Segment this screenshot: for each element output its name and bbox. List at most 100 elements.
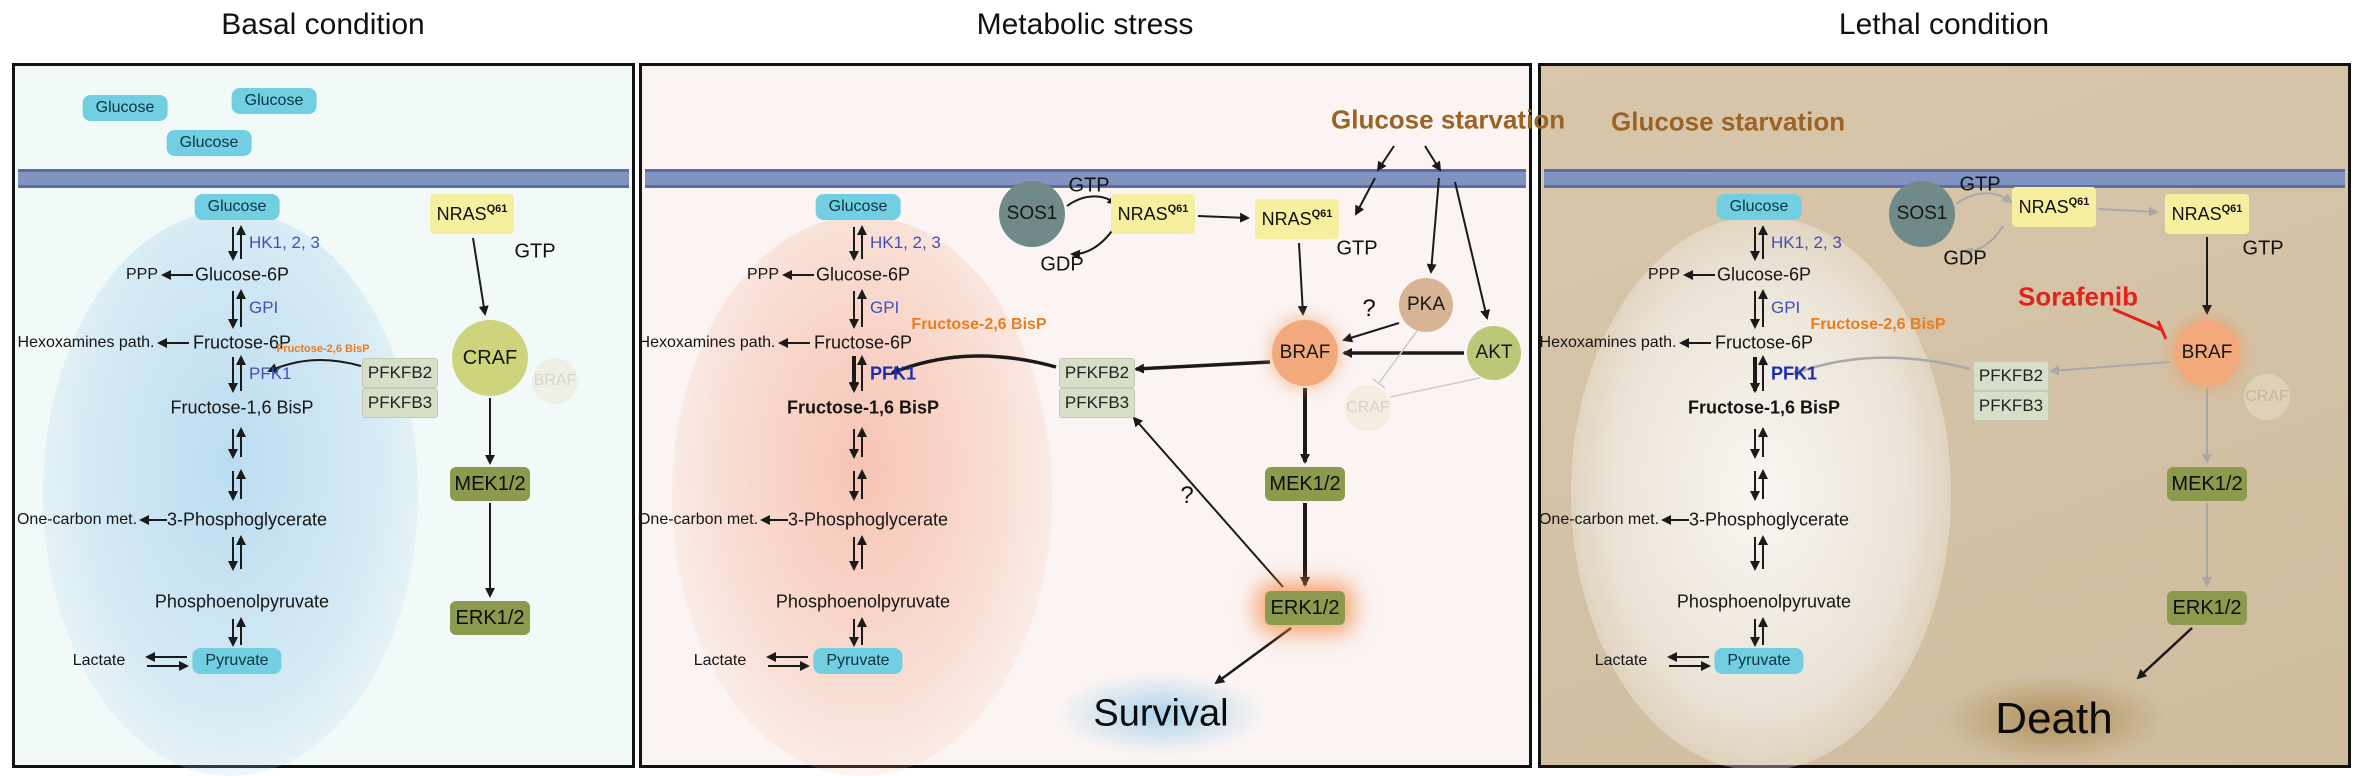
lactate-label: Lactate: [72, 652, 126, 669]
pka-circle: PKA: [1399, 278, 1453, 332]
gdp-label: GDP: [1943, 247, 1987, 270]
nras-mutation-label: Q61: [486, 203, 508, 215]
nras-q61-box: NRAS Q61: [430, 194, 514, 234]
nras-label: NRAS: [436, 203, 487, 224]
nras-mutation-label: Q61: [2221, 203, 2243, 215]
inactive-signaling-arrows: [1791, 192, 2212, 587]
glycolysis-arrows: [760, 225, 867, 671]
sorafenib-label: Sorafenib: [2018, 281, 2138, 312]
glucose-pill: Glucose: [166, 130, 252, 156]
glucose-starvation-label: Glucose starvation: [1331, 104, 1566, 135]
question-mark-pka-braf: ?: [1362, 295, 1376, 322]
cell-membrane: [1544, 169, 2345, 188]
glucose-starvation-label: Glucose starvation: [1611, 106, 1846, 137]
signaling-arrows: [849, 145, 1491, 685]
hexokinase-label: HK1, 2, 3: [249, 233, 320, 252]
glycolysis-pathway: Glucose HK1, 2, 3 Glucose-6P PPP GPI Fru…: [638, 181, 1038, 701]
fructose-26bisp-label: Fructose-2,6 BisP: [911, 316, 1047, 333]
pyruvate-pill: Pyruvate: [813, 648, 903, 674]
panel-title-metabolic: Metabolic stress: [976, 8, 1194, 41]
glucose-pill: Glucose: [82, 95, 168, 121]
nras-q61-box: NRAS Q61: [1111, 194, 1195, 234]
braf-ghost-circle: BRAF: [532, 358, 578, 404]
pfkfb2-box: PFKFB2: [1973, 361, 2049, 391]
braf-circle: BRAF: [2174, 320, 2240, 386]
sorafenib-inhibition-arrow: [2112, 307, 2168, 340]
nras-mutation-label: Q61: [1167, 203, 1189, 215]
panel-basal-condition: Glucose Glucose Glucose: [12, 63, 635, 776]
nras-q61-box: NRAS Q61: [2012, 187, 2096, 227]
glucose-pill: Glucose: [815, 194, 901, 220]
3-phosphoglycerate-label: 3-Phosphoglycerate: [1688, 509, 1850, 530]
pep-label: Phosphoenolpyruvate: [1676, 591, 1852, 612]
gtp-label: GTP: [1336, 237, 1378, 260]
pfk1-enzyme-label: PFK1: [870, 363, 917, 384]
gpi-enzyme-label: GPI: [249, 298, 279, 317]
glucose-6p-label: Glucose-6P: [194, 264, 290, 285]
arrows-overlay: [849, 145, 1491, 685]
pyruvate-pill: Pyruvate: [192, 648, 282, 674]
nras-q61-box: NRAS Q61: [2165, 194, 2249, 234]
death-glow: [1904, 659, 2204, 776]
panel-title-lethal: Lethal condition: [1838, 8, 2050, 41]
glycolysis-pathway: Glucose HK1, 2, 3 Glucose-6P PPP GPI Fru…: [1539, 181, 1939, 701]
gtp-label: GTP: [1068, 174, 1110, 197]
hexokinase-label: HK1, 2, 3: [870, 233, 941, 252]
pfk1-enzyme-label: PFK1: [1771, 363, 1818, 384]
cell-membrane: [18, 169, 629, 188]
fructose-16bisp-label: Fructose-1,6 BisP: [170, 397, 314, 418]
pfkfb2-box: PFKFB2: [362, 358, 438, 388]
glucose-pill: Glucose: [194, 194, 280, 220]
pep-label: Phosphoenolpyruvate: [154, 591, 330, 612]
glucose-6p-label: Glucose-6P: [1716, 264, 1812, 285]
fructose-6p-label: Fructose-6P: [813, 332, 913, 353]
sos1-circle: SOS1: [999, 181, 1065, 247]
hexokinase-label: HK1, 2, 3: [1771, 233, 1842, 252]
gpi-enzyme-label: GPI: [1771, 298, 1801, 317]
erk-box: ERK1/2: [2167, 591, 2247, 625]
glucose-pill: Glucose: [1716, 194, 1802, 220]
ppp-label: PPP: [746, 266, 780, 283]
braf-circle: BRAF: [1272, 320, 1338, 386]
question-mark-erk-pfkfb: ?: [1180, 482, 1194, 509]
nras-label: NRAS: [1261, 208, 1312, 229]
craf-ghost-circle: CRAF: [2244, 374, 2290, 420]
pep-label: Phosphoenolpyruvate: [775, 591, 951, 612]
fructose-6p-label: Fructose-6P: [1714, 332, 1814, 353]
mek-box: MEK1/2: [1265, 467, 1345, 501]
pfkfb3-box: PFKFB3: [362, 388, 438, 418]
signaling-arrows: [267, 237, 495, 598]
glycolysis-pathway: Glucose HK1, 2, 3 Glucose-6P PPP GPI Fru…: [17, 181, 417, 701]
nras-mutation-label: Q61: [1311, 208, 1333, 220]
ppp-label: PPP: [125, 266, 159, 283]
one-carbon-label: One-carbon met.: [16, 511, 138, 528]
fructose-16bisp-label: Fructose-1,6 BisP: [786, 397, 940, 418]
nras-label: NRAS: [1117, 203, 1168, 224]
death-label: Death: [1995, 694, 2113, 743]
glucose-pill: Glucose: [231, 88, 317, 114]
panel-metabolic-stress: Glucose starvation Glucose: [638, 63, 1566, 776]
panel-title-basal: Basal condition: [221, 8, 425, 41]
pfkfb2-box: PFKFB2: [1059, 358, 1135, 388]
3-phosphoglycerate-label: 3-Phosphoglycerate: [166, 509, 328, 530]
erk-box: ERK1/2: [450, 601, 530, 635]
lactate-label: Lactate: [1594, 652, 1648, 669]
cell-membrane: [645, 169, 1526, 188]
arrows-overlay: [267, 237, 495, 598]
glucose-6p-label: Glucose-6P: [815, 264, 911, 285]
pfkfb3-box: PFKFB3: [1059, 388, 1135, 418]
fructose-6p-label: Fructose-6P: [192, 332, 292, 353]
one-carbon-label: One-carbon met.: [1538, 511, 1660, 528]
fructose-16bisp-label: Fructose-1,6 BisP: [1687, 397, 1841, 418]
pfk1-enzyme-label: PFK1: [249, 364, 292, 383]
craf-ghost-circle: CRAF: [1345, 385, 1391, 431]
mek-box: MEK1/2: [450, 467, 530, 501]
gtp-label: GTP: [1959, 173, 2001, 196]
fructose-26bisp-label: Fructose-2,6 BisP: [1810, 316, 1946, 333]
glycolysis-arrows: [139, 225, 246, 671]
survival-label: Survival: [1093, 692, 1229, 735]
pyruvate-pill: Pyruvate: [1714, 648, 1804, 674]
cell-cytoplasm-shade: [1571, 216, 1951, 771]
sos1-circle: SOS1: [1889, 181, 1955, 247]
